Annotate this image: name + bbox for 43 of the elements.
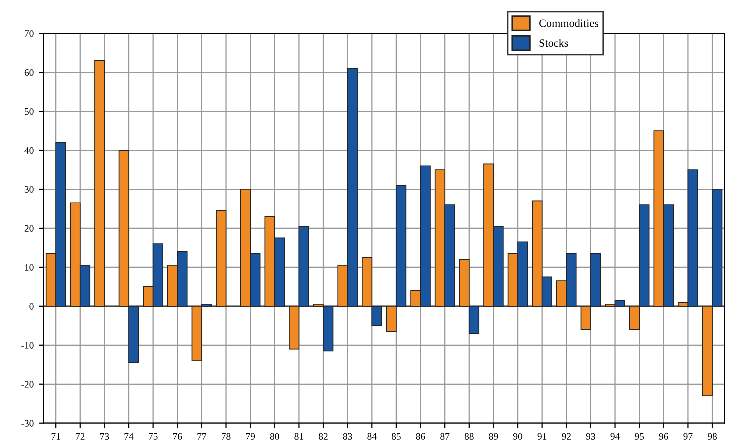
x-tick-label: 90	[513, 433, 523, 440]
y-tick-label: 0	[30, 303, 34, 310]
y-tick-label: 50	[25, 108, 34, 116]
x-tick-label: 83	[343, 433, 352, 440]
x-tick-label: 79	[246, 433, 256, 440]
bar	[216, 210, 227, 307]
x-tick-label: 73	[100, 433, 110, 440]
x-tick-label: 96	[659, 433, 668, 440]
bar	[94, 60, 106, 307]
x-tick-label: 72	[76, 433, 85, 440]
x-tick-label: 77	[198, 433, 207, 440]
x-tick-label: 89	[489, 433, 498, 440]
x-tick-label: 91	[538, 433, 547, 440]
x-tick-label: 76	[173, 433, 182, 440]
y-tick-label: 10	[25, 264, 34, 271]
x-tick-label: 75	[149, 433, 158, 440]
x-tick-label: 93	[586, 433, 596, 440]
y-tick-label: 40	[24, 147, 34, 154]
x-tick-label: 81	[294, 433, 304, 440]
legend-label: Stocks	[540, 39, 568, 48]
y-tick-label: -20	[22, 381, 34, 388]
y-tick-label: -30	[22, 420, 34, 427]
y-tick-label: 30	[24, 186, 34, 193]
x-tick-label: 94	[610, 433, 620, 440]
x-tick-label: 80	[270, 433, 280, 440]
x-tick-label: 92	[562, 433, 571, 440]
x-tick-label: 86	[416, 433, 426, 440]
x-tick-label: 85	[392, 433, 401, 440]
y-tick-label: -10	[22, 342, 34, 349]
x-tick-label: 71	[52, 433, 60, 440]
x-tick-label: 87	[440, 433, 450, 440]
y-tick-label: 60	[24, 69, 34, 76]
x-tick-label: 98	[708, 433, 718, 440]
x-tick-label: 74	[124, 433, 134, 440]
x-tick-label: 84	[368, 433, 377, 440]
x-tick-label: 88	[464, 433, 474, 440]
x-tick-label: 97	[684, 433, 693, 440]
y-tick-label: 20	[24, 225, 34, 232]
y-tick-label: 70	[25, 30, 34, 38]
legend-label: Commodities	[540, 19, 599, 28]
x-tick-label: 82	[319, 433, 328, 440]
x-tick-label: 95	[635, 433, 644, 440]
x-tick-label: 78	[222, 433, 231, 440]
